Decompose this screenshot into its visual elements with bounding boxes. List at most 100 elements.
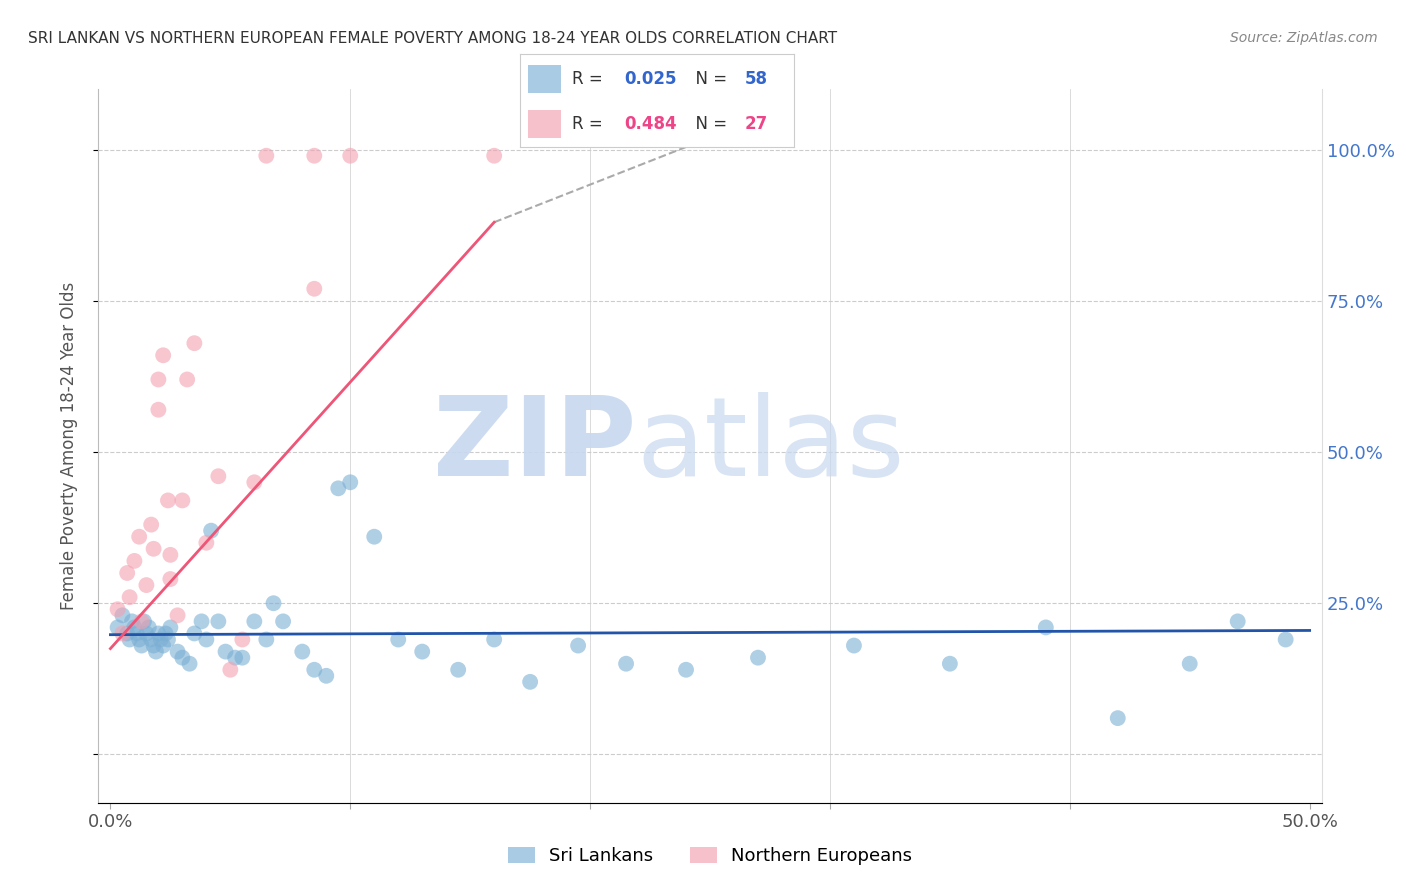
Point xyxy=(747,650,769,665)
Point xyxy=(1035,620,1057,634)
Point xyxy=(387,632,409,647)
Point xyxy=(141,517,163,532)
Point xyxy=(142,639,165,653)
Point xyxy=(190,615,212,629)
Point xyxy=(315,669,337,683)
Point xyxy=(224,650,246,665)
Point xyxy=(131,639,153,653)
Text: R =: R = xyxy=(572,115,609,133)
Point xyxy=(675,663,697,677)
Point xyxy=(304,282,326,296)
Point xyxy=(159,572,181,586)
FancyBboxPatch shape xyxy=(529,110,561,138)
Point xyxy=(1226,615,1249,629)
Point xyxy=(200,524,222,538)
Point xyxy=(166,608,188,623)
Point xyxy=(1178,657,1201,671)
Point xyxy=(214,645,236,659)
Point xyxy=(183,336,205,351)
Point xyxy=(304,149,326,163)
Point xyxy=(152,348,174,362)
Point xyxy=(156,632,179,647)
Point xyxy=(842,639,865,653)
Point xyxy=(254,632,277,647)
Point xyxy=(121,615,143,629)
Point xyxy=(176,372,198,386)
Point xyxy=(142,541,165,556)
Point xyxy=(141,632,163,647)
Point xyxy=(111,608,134,623)
Text: 58: 58 xyxy=(745,70,768,87)
Point xyxy=(111,626,134,640)
Text: 0.484: 0.484 xyxy=(624,115,678,133)
Text: N =: N = xyxy=(685,70,733,87)
Text: 0.025: 0.025 xyxy=(624,70,676,87)
Point xyxy=(304,663,326,677)
Point xyxy=(107,602,129,616)
Point xyxy=(172,493,194,508)
Point xyxy=(207,469,229,483)
Point xyxy=(138,620,160,634)
Point xyxy=(271,615,294,629)
Point xyxy=(107,620,129,634)
Point xyxy=(291,645,314,659)
Point xyxy=(131,615,153,629)
Point xyxy=(482,149,505,163)
Text: R =: R = xyxy=(572,70,609,87)
Point xyxy=(939,657,962,671)
Point xyxy=(231,650,253,665)
Point xyxy=(447,663,470,677)
Point xyxy=(132,615,155,629)
Point xyxy=(263,596,285,610)
Point xyxy=(124,620,146,634)
Point xyxy=(1107,711,1129,725)
Point xyxy=(125,626,148,640)
Point xyxy=(219,663,242,677)
Point xyxy=(614,657,637,671)
Y-axis label: Female Poverty Among 18-24 Year Olds: Female Poverty Among 18-24 Year Olds xyxy=(59,282,77,610)
Point xyxy=(482,632,505,647)
Point xyxy=(231,632,253,647)
Point xyxy=(128,632,150,647)
Point xyxy=(149,632,172,647)
Point xyxy=(115,566,138,580)
Point xyxy=(118,590,141,604)
FancyBboxPatch shape xyxy=(529,65,561,93)
Point xyxy=(339,149,361,163)
Text: 27: 27 xyxy=(745,115,768,133)
Point xyxy=(135,626,157,640)
Point xyxy=(152,639,174,653)
Legend: Sri Lankans, Northern Europeans: Sri Lankans, Northern Europeans xyxy=(501,839,920,872)
Text: SRI LANKAN VS NORTHERN EUROPEAN FEMALE POVERTY AMONG 18-24 YEAR OLDS CORRELATION: SRI LANKAN VS NORTHERN EUROPEAN FEMALE P… xyxy=(28,31,837,46)
Point xyxy=(155,626,177,640)
Point xyxy=(195,535,218,549)
Point xyxy=(567,639,589,653)
Point xyxy=(411,645,433,659)
Text: Source: ZipAtlas.com: Source: ZipAtlas.com xyxy=(1230,31,1378,45)
Point xyxy=(156,493,179,508)
Point xyxy=(166,645,188,659)
Point xyxy=(172,650,194,665)
Point xyxy=(135,578,157,592)
Point xyxy=(183,626,205,640)
Point xyxy=(159,548,181,562)
Point xyxy=(124,554,146,568)
Point xyxy=(254,149,277,163)
Text: atlas: atlas xyxy=(637,392,905,500)
Point xyxy=(195,632,218,647)
Point xyxy=(118,632,141,647)
Point xyxy=(363,530,385,544)
Point xyxy=(328,481,350,495)
Point xyxy=(159,620,181,634)
Point xyxy=(243,475,266,490)
Text: N =: N = xyxy=(685,115,733,133)
Point xyxy=(145,645,167,659)
Point xyxy=(339,475,361,490)
Point xyxy=(148,372,170,386)
Point xyxy=(148,626,170,640)
Point xyxy=(519,674,541,689)
Point xyxy=(1274,632,1296,647)
Point xyxy=(148,402,170,417)
Point xyxy=(128,530,150,544)
Point xyxy=(243,615,266,629)
